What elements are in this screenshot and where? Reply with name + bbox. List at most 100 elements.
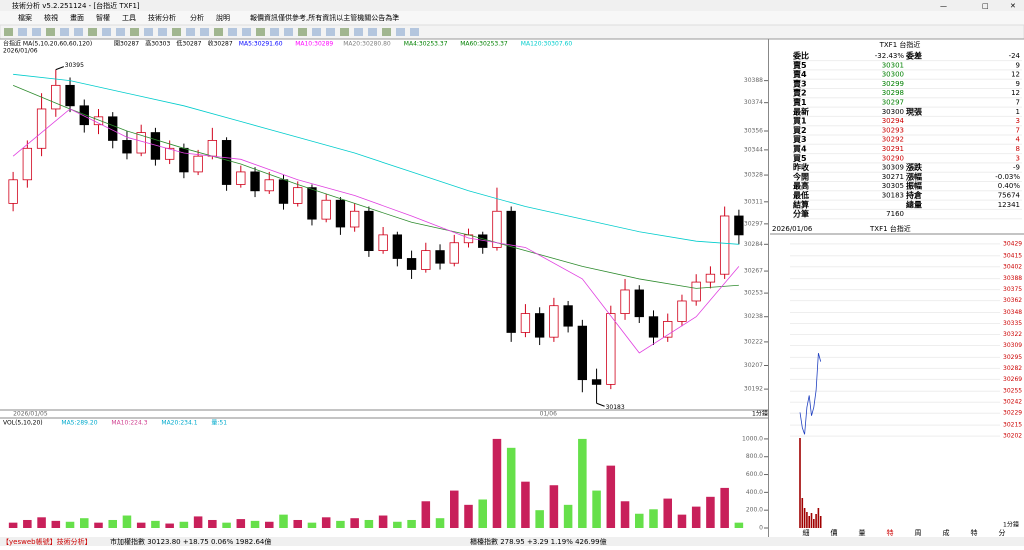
quote-value: 3: [1016, 117, 1020, 125]
candle-body: [563, 305, 573, 327]
tool-button[interactable]: [228, 28, 237, 36]
legend-entry: VOL(5,10,20): [3, 420, 43, 427]
menu-item[interactable]: 智權: [96, 13, 110, 22]
y-tick-label: 30295: [1003, 354, 1022, 361]
mini-volume-bar: [815, 514, 817, 528]
tab[interactable]: 特: [887, 528, 894, 537]
tab[interactable]: 量: [859, 529, 866, 537]
tool-button[interactable]: [326, 28, 335, 36]
quote-label: 結算: [793, 199, 809, 209]
quote-value: 12341: [998, 201, 1020, 209]
tool-button[interactable]: [396, 28, 405, 36]
quote-value: -9: [1013, 164, 1020, 172]
candle-body: [293, 187, 303, 204]
tab[interactable]: 特: [971, 528, 978, 537]
y-tick-label: 30374: [744, 99, 763, 106]
legend-entry: MA5:30291.60: [239, 41, 283, 48]
tool-button[interactable]: [214, 28, 223, 36]
tool-button[interactable]: [354, 28, 363, 36]
ma-line: [13, 73, 739, 245]
candle-body: [719, 215, 730, 275]
volume-bar: [179, 521, 189, 528]
tool-button[interactable]: [4, 28, 13, 36]
tool-button[interactable]: [18, 28, 27, 36]
menu-item[interactable]: 分析: [190, 13, 204, 22]
tool-button[interactable]: [340, 28, 349, 36]
tool-button[interactable]: [144, 28, 153, 36]
quote-label: 賣1: [793, 97, 807, 107]
tool-button[interactable]: [74, 28, 83, 36]
quote-value: 7: [1016, 126, 1020, 134]
tool-button[interactable]: [116, 28, 125, 36]
min-button[interactable]: —: [940, 2, 947, 10]
annotation-leader: [596, 402, 605, 407]
tool-button[interactable]: [60, 28, 69, 36]
tool-button[interactable]: [242, 28, 251, 36]
tab[interactable]: 細: [803, 528, 810, 537]
y-tick-label: 30348: [1003, 309, 1022, 316]
menu-item[interactable]: 技術分析: [148, 13, 176, 22]
tool-button[interactable]: [256, 28, 265, 36]
tool-button[interactable]: [158, 28, 167, 36]
tab[interactable]: 分: [999, 528, 1006, 537]
volume-bar: [435, 518, 445, 528]
mini-volume-bar: [819, 516, 822, 528]
max-button[interactable]: □: [982, 2, 989, 10]
tool-button[interactable]: [298, 28, 307, 36]
candle-body: [591, 379, 602, 385]
y-tick-label: 30344: [744, 146, 763, 153]
tab[interactable]: 成: [943, 528, 950, 537]
tool-button[interactable]: [32, 28, 41, 36]
quote-value: 30300: [882, 108, 904, 116]
y-tick-label: 30267: [744, 268, 763, 275]
candle-body: [51, 84, 61, 110]
quote-value: 7160: [886, 210, 904, 218]
tool-button[interactable]: [88, 28, 97, 36]
volume-bar: [677, 514, 687, 528]
candle-body: [221, 140, 232, 185]
volume-bar: [265, 521, 274, 528]
tab[interactable]: 周: [915, 529, 922, 537]
legend-entry: 高30303: [145, 40, 170, 48]
quote-label: 漲幅: [906, 171, 922, 181]
quote-value: 30291: [882, 145, 904, 153]
tool-button[interactable]: [102, 28, 111, 36]
quote-value: 30298: [882, 89, 904, 97]
menu-item[interactable]: 檔案: [18, 13, 32, 22]
tab[interactable]: 價: [831, 528, 838, 537]
mini-volume-bar: [799, 438, 801, 528]
quote-value: 7: [1016, 99, 1020, 107]
volume-bar: [478, 499, 487, 528]
window-title: 技術分析 v5.2.251124 - [台指近 TXF1]: [12, 1, 140, 10]
tool-button[interactable]: [172, 28, 181, 36]
tool-button[interactable]: [200, 28, 209, 36]
quote-label: 分筆: [793, 209, 809, 219]
tool-button[interactable]: [382, 28, 391, 36]
volume-bar: [578, 438, 587, 528]
close-button[interactable]: ✕: [1010, 2, 1016, 10]
y-tick-label: 30284: [744, 241, 763, 248]
candle-body: [406, 258, 417, 270]
tool-button[interactable]: [368, 28, 377, 36]
quote-value: -32.43%: [875, 52, 905, 60]
quote-label: 現張: [906, 107, 923, 116]
menu-item[interactable]: 說明: [216, 13, 230, 22]
candle-body: [8, 179, 18, 204]
tool-button[interactable]: [130, 28, 139, 36]
menu-item[interactable]: 工具: [122, 14, 136, 22]
tool-button[interactable]: [46, 28, 55, 36]
volume-bar: [65, 521, 75, 528]
tool-button[interactable]: [410, 28, 419, 36]
candle-body: [122, 140, 132, 154]
volume-bar: [492, 438, 502, 528]
tool-button[interactable]: [312, 28, 321, 36]
menu-item[interactable]: 畫面: [70, 13, 84, 22]
candle-body: [520, 313, 531, 333]
candle-body: [108, 116, 118, 141]
menu-item[interactable]: 檢視: [44, 13, 58, 22]
tool-button[interactable]: [186, 28, 195, 36]
candle-body: [22, 147, 33, 181]
tool-button[interactable]: [284, 28, 293, 36]
volume-bar: [37, 517, 46, 528]
tool-button[interactable]: [270, 28, 279, 36]
